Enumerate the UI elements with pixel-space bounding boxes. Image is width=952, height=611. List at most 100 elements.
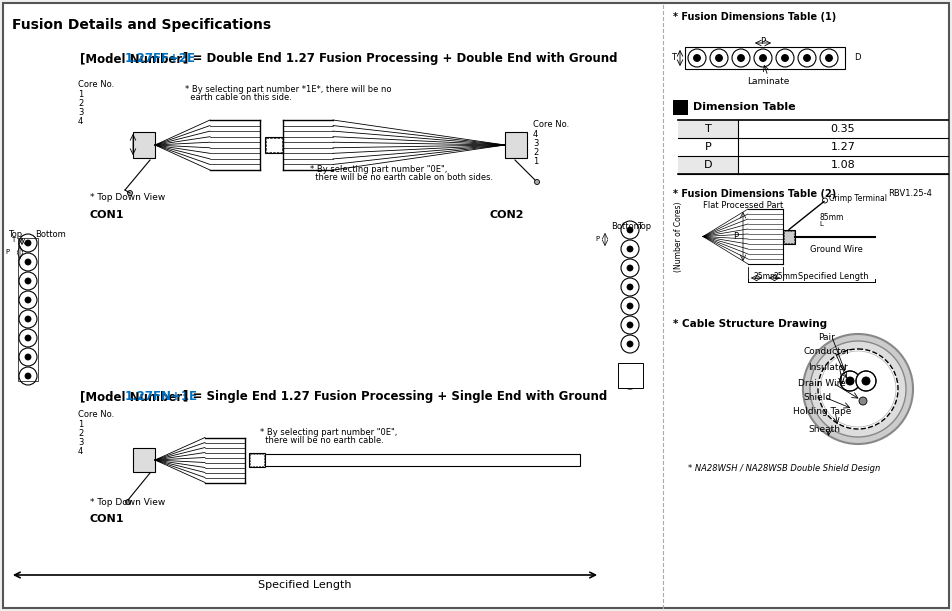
Text: Top: Top bbox=[8, 230, 22, 239]
Text: CON2: CON2 bbox=[490, 210, 525, 220]
Text: D: D bbox=[854, 54, 861, 62]
Circle shape bbox=[19, 272, 37, 290]
Circle shape bbox=[621, 335, 639, 353]
Text: 1.27FF+2E: 1.27FF+2E bbox=[125, 52, 196, 65]
Circle shape bbox=[820, 351, 896, 427]
Circle shape bbox=[19, 234, 37, 252]
Text: Core No.: Core No. bbox=[533, 120, 569, 129]
Circle shape bbox=[621, 297, 639, 315]
Bar bbox=[784, 230, 794, 243]
Circle shape bbox=[128, 191, 132, 196]
Circle shape bbox=[840, 371, 860, 391]
Bar bbox=[678, 138, 738, 156]
Text: * Cable Structure Drawing: * Cable Structure Drawing bbox=[673, 319, 827, 329]
Text: * Fusion Dimensions Table (1): * Fusion Dimensions Table (1) bbox=[673, 12, 836, 22]
Text: T: T bbox=[704, 124, 711, 134]
Circle shape bbox=[25, 278, 31, 284]
Circle shape bbox=[820, 49, 838, 67]
Circle shape bbox=[810, 341, 906, 437]
Circle shape bbox=[798, 49, 816, 67]
Text: Core No.: Core No. bbox=[78, 80, 114, 89]
Circle shape bbox=[627, 303, 633, 309]
Bar bbox=[250, 454, 264, 466]
Bar bbox=[678, 120, 738, 138]
Text: * By selecting part number "0E",: * By selecting part number "0E", bbox=[260, 428, 397, 437]
Text: ] = Double End 1.27 Fusion Processing + Double End with Ground: ] = Double End 1.27 Fusion Processing + … bbox=[183, 52, 618, 65]
Text: P: P bbox=[5, 249, 10, 255]
Text: 3: 3 bbox=[533, 139, 539, 148]
Text: 25mm: 25mm bbox=[773, 272, 798, 281]
Text: T: T bbox=[11, 237, 15, 243]
Text: Laminate: Laminate bbox=[746, 77, 789, 86]
Circle shape bbox=[688, 49, 706, 67]
Circle shape bbox=[738, 54, 744, 62]
Text: Flat Processed Part: Flat Processed Part bbox=[703, 201, 783, 210]
Circle shape bbox=[621, 316, 639, 334]
Circle shape bbox=[621, 278, 639, 296]
Text: Dimension Table: Dimension Table bbox=[693, 102, 796, 112]
Text: 85mm: 85mm bbox=[819, 213, 843, 222]
Text: Shield: Shield bbox=[803, 392, 831, 401]
Circle shape bbox=[823, 198, 827, 203]
Text: 2: 2 bbox=[78, 99, 83, 108]
Text: 1: 1 bbox=[78, 420, 83, 429]
Circle shape bbox=[627, 246, 633, 252]
Circle shape bbox=[25, 373, 31, 379]
Bar bbox=[618, 363, 643, 388]
Circle shape bbox=[754, 49, 772, 67]
Text: Drain Wire: Drain Wire bbox=[798, 378, 845, 387]
Text: Sheath: Sheath bbox=[808, 425, 840, 433]
Text: there will be no earth cable on both sides.: there will be no earth cable on both sid… bbox=[310, 173, 493, 182]
Text: Ground Wire: Ground Wire bbox=[810, 244, 863, 254]
Text: 4: 4 bbox=[78, 447, 83, 456]
Circle shape bbox=[818, 349, 898, 429]
Circle shape bbox=[862, 377, 870, 385]
Text: 2: 2 bbox=[78, 429, 83, 438]
Text: Crimp Terminal: Crimp Terminal bbox=[829, 194, 887, 203]
Text: Holding Tape: Holding Tape bbox=[793, 406, 851, 415]
Text: * Fusion Dimensions Table (2): * Fusion Dimensions Table (2) bbox=[673, 189, 836, 199]
Circle shape bbox=[627, 265, 633, 271]
Text: * Top Down View: * Top Down View bbox=[90, 498, 166, 507]
Bar bbox=[783, 230, 795, 244]
Circle shape bbox=[846, 377, 854, 385]
Bar bbox=[266, 138, 282, 152]
Text: CON1: CON1 bbox=[90, 210, 125, 220]
Circle shape bbox=[859, 397, 867, 405]
Text: 1: 1 bbox=[78, 90, 83, 99]
Text: P: P bbox=[733, 232, 739, 241]
Circle shape bbox=[710, 49, 728, 67]
Text: P: P bbox=[761, 37, 765, 46]
Text: Conductor: Conductor bbox=[803, 346, 850, 356]
Text: [Model Number:: [Model Number: bbox=[80, 52, 191, 65]
Circle shape bbox=[25, 354, 31, 360]
Text: (Number of Cores): (Number of Cores) bbox=[673, 201, 683, 272]
Text: * Top Down View: * Top Down View bbox=[90, 193, 166, 202]
Text: 3: 3 bbox=[78, 438, 84, 447]
Text: CON1: CON1 bbox=[90, 514, 125, 524]
Text: 1.27FN+1E: 1.27FN+1E bbox=[125, 390, 198, 403]
Text: Insulator: Insulator bbox=[808, 362, 847, 371]
Circle shape bbox=[19, 253, 37, 271]
Circle shape bbox=[25, 297, 31, 303]
Text: RBV1.25-4: RBV1.25-4 bbox=[888, 189, 932, 198]
Text: D: D bbox=[704, 160, 712, 170]
Text: * By selecting part number "0E",: * By selecting part number "0E", bbox=[310, 165, 447, 174]
Bar bbox=[673, 100, 688, 115]
Text: 1.27: 1.27 bbox=[830, 142, 856, 152]
Text: Bottom: Bottom bbox=[611, 222, 642, 231]
Text: 1.08: 1.08 bbox=[831, 160, 856, 170]
Text: 4: 4 bbox=[78, 117, 83, 126]
Circle shape bbox=[627, 227, 633, 233]
Text: 25mm: 25mm bbox=[753, 272, 778, 281]
Text: * By selecting part number *1E*, there will be no: * By selecting part number *1E*, there w… bbox=[185, 85, 391, 94]
Bar bbox=[505, 132, 527, 158]
Circle shape bbox=[716, 54, 723, 62]
Circle shape bbox=[19, 348, 37, 366]
Text: 3: 3 bbox=[78, 108, 84, 117]
Circle shape bbox=[776, 49, 794, 67]
Circle shape bbox=[627, 284, 633, 290]
Text: Specified Length: Specified Length bbox=[258, 580, 351, 590]
Circle shape bbox=[19, 367, 37, 385]
Text: ] = Single End 1.27 Fusion Processing + Single End with Ground: ] = Single End 1.27 Fusion Processing + … bbox=[183, 390, 607, 403]
